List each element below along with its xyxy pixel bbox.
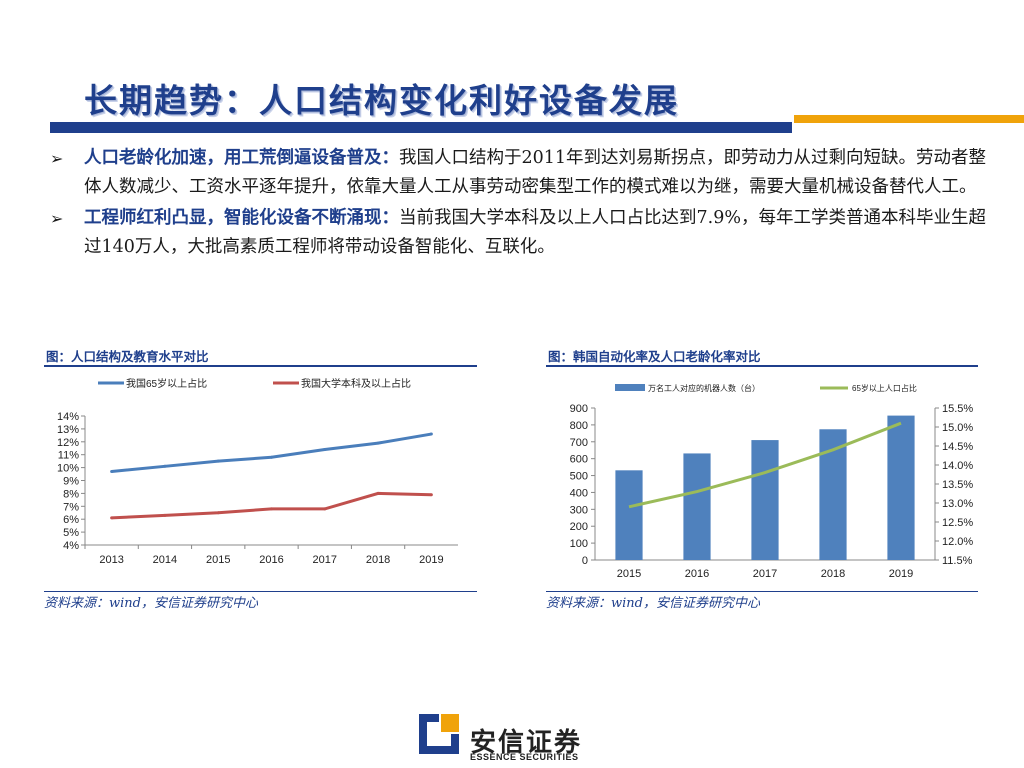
- y-tick-label-right: 15.5%: [942, 403, 973, 415]
- y-tick-label: 11%: [58, 450, 79, 462]
- data-point: [110, 469, 114, 473]
- legend-label: 我国大学本科及以上占比: [301, 377, 411, 390]
- bullet-lead: 工程师红利凸显，智能化设备不断涌现：: [84, 208, 399, 228]
- chart2-top-rule: [546, 365, 978, 367]
- y-tick-label: 5%: [63, 527, 79, 539]
- y-tick-label: 13%: [57, 424, 79, 436]
- logo-english: ESSENCE SECURITIES: [470, 752, 579, 762]
- essence-logo-icon: [417, 712, 461, 756]
- data-point: [376, 491, 380, 495]
- bullet-item: ➢ 人口老龄化加速，用工荒倒逼设备普及：我国人口结构于2011年到达刘易斯拐点，…: [50, 144, 1000, 202]
- chart1-line-chart: 我国65岁以上占比 我国大学本科及以上占比 4%5%6%7%8%9%10%11%12…: [57, 377, 458, 566]
- data-point: [270, 507, 273, 511]
- x-tick-label: 2017: [753, 568, 777, 580]
- data-point: [323, 448, 327, 452]
- legend-swatch: [615, 384, 645, 391]
- y-tick-label-left: 300: [570, 504, 588, 516]
- y-tick-label: 8%: [63, 488, 79, 500]
- x-tick-label: 2016: [259, 554, 283, 566]
- arrow-bullet-icon: ➢: [50, 209, 64, 228]
- y-tick-label-left: 200: [570, 521, 588, 533]
- y-tick-label-left: 500: [570, 471, 588, 483]
- y-tick-label-right: 15.0%: [942, 422, 973, 434]
- y-tick-label-left: 700: [570, 437, 588, 449]
- x-tick-label: 2019: [419, 554, 443, 566]
- data-point: [429, 493, 433, 497]
- chart2-source: 资料来源：wind，安信证券研究中心: [546, 596, 760, 611]
- y-tick-label-right: 12.0%: [942, 536, 973, 548]
- x-tick-label: 2017: [313, 554, 337, 566]
- chart2-combo-chart: 万名工人对应的机器人数（台） 65岁以上人口占比 0 100 200 300 400 500 6…: [570, 383, 974, 580]
- y-tick-label: 7%: [63, 501, 79, 513]
- bullet-item: ➢ 工程师红利凸显，智能化设备不断涌现：当前我国大学本科及以上人口占比达到7.9…: [50, 204, 1000, 262]
- data-point: [110, 516, 114, 520]
- y-tick-label-left: 600: [570, 454, 588, 466]
- chart2-title: 图：韩国自动化率及人口老龄化率对比: [548, 349, 761, 364]
- y-tick-label-right: 12.5%: [942, 517, 973, 529]
- y-tick-label: 10%: [57, 463, 79, 475]
- x-tick-label: 2019: [889, 568, 913, 580]
- x-tick-label: 2018: [366, 554, 390, 566]
- y-tick-label: 4%: [63, 540, 79, 552]
- series-line: [111, 432, 432, 473]
- page-title: 长期趋势：人口结构变化利好设备发展: [84, 81, 679, 120]
- series-line: [111, 491, 432, 520]
- legend-label: 我国65岁以上占比: [126, 377, 207, 390]
- title-underline-blue: [50, 122, 792, 133]
- y-tick-label-right: 13.5%: [942, 479, 973, 491]
- bar: [751, 440, 779, 560]
- y-tick-label-right: 11.5%: [942, 555, 973, 567]
- series-line: [628, 421, 902, 509]
- chart1-top-rule: [44, 365, 477, 367]
- bar: [615, 470, 643, 560]
- bar: [887, 415, 915, 560]
- logo-name: 安信证券: [470, 728, 583, 758]
- chart2-bottom-rule: [546, 591, 978, 592]
- legend-label: 65岁以上人口占比: [852, 383, 917, 393]
- data-point: [376, 441, 380, 445]
- chart1-source: 资料来源：wind，安信证券研究中心: [44, 596, 258, 611]
- x-tick-label: 2016: [685, 568, 709, 580]
- y-tick-label-right: 14.0%: [942, 460, 973, 472]
- data-point: [429, 432, 433, 436]
- y-tick-label-left: 900: [570, 403, 588, 415]
- x-tick-label: 2014: [153, 554, 177, 566]
- chart1-bottom-rule: [44, 591, 477, 592]
- legend-label: 万名工人对应的机器人数（台）: [648, 383, 760, 393]
- x-tick-label: 2013: [99, 554, 123, 566]
- bullet-text: 当前我国大学本科及以上人口占比达到7.9%，每年工学类普通本科毕业生超过140万…: [84, 208, 986, 257]
- data-point: [216, 511, 220, 515]
- y-tick-label-right: 13.0%: [942, 498, 973, 510]
- data-point: [323, 507, 327, 511]
- y-tick-label: 9%: [63, 476, 79, 488]
- y-tick-label: 14%: [57, 411, 79, 423]
- bullet-list: ➢ 人口老龄化加速，用工荒倒逼设备普及：我国人口结构于2011年到达刘易斯拐点，…: [50, 144, 1000, 264]
- data-point: [216, 459, 220, 463]
- y-tick-label-left: 100: [570, 538, 588, 550]
- bar: [683, 453, 711, 560]
- y-tick-label-left: 0: [582, 555, 588, 567]
- bullet-text: 我国人口结构于2011年到达刘易斯拐点，即劳动力从过剩向短缺。劳动者整体人数减少…: [84, 148, 987, 197]
- y-tick-label-left: 800: [570, 420, 588, 432]
- y-tick-label-right: 14.5%: [942, 441, 973, 453]
- title-underline-orange: [794, 115, 1024, 123]
- x-tick-label: 2015: [206, 554, 230, 566]
- y-tick-label: 12%: [57, 437, 79, 449]
- chart1-title: 图：人口结构及教育水平对比: [46, 349, 209, 364]
- x-tick-label: 2018: [821, 568, 845, 580]
- y-tick-label-left: 400: [570, 487, 588, 499]
- data-point: [163, 513, 167, 517]
- data-point: [270, 455, 273, 459]
- x-tick-label: 2015: [617, 568, 641, 580]
- arrow-bullet-icon: ➢: [50, 149, 64, 168]
- bullet-lead: 人口老龄化加速，用工荒倒逼设备普及：: [84, 148, 399, 168]
- data-point: [163, 464, 167, 468]
- y-tick-label: 6%: [63, 514, 79, 526]
